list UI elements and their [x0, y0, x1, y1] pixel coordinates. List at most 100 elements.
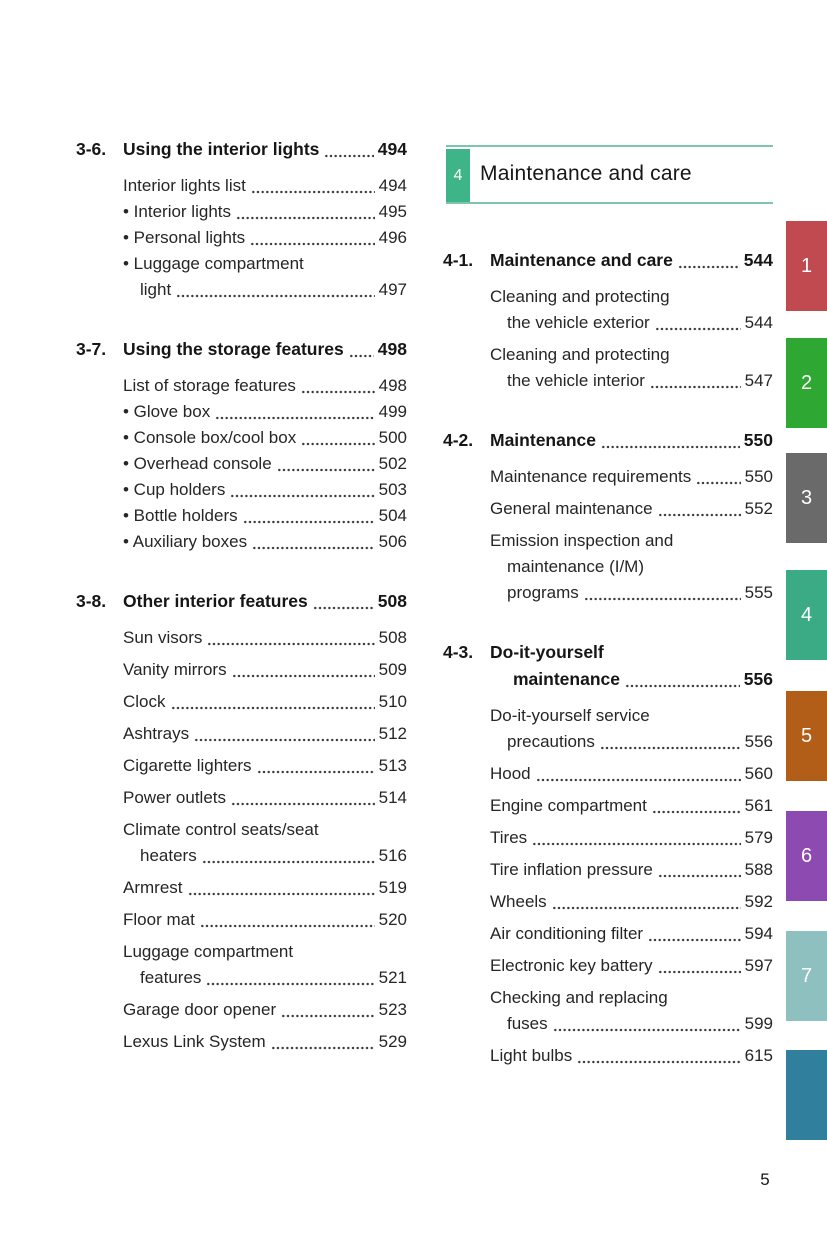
dot-leader	[348, 354, 374, 358]
side-tab-7: 7	[786, 931, 827, 1021]
toc-item-list: Interior lights list 494 • Interior lights…	[76, 173, 407, 303]
toc-entry-line: Lexus Link System 529	[123, 1029, 407, 1055]
toc-entry: Climate control seats/seat heaters 516	[123, 817, 407, 869]
toc-entry-line: Armrest 519	[123, 875, 407, 901]
toc-entry-line: programs 555	[490, 580, 773, 606]
toc-entry-text: Vanity mirrors	[123, 660, 227, 679]
side-tab-2: 2	[786, 338, 827, 428]
page-ref: 552	[744, 499, 773, 518]
page-ref: 495	[378, 202, 407, 221]
toc-section-header: 3-8. Other interior features 508	[76, 588, 407, 615]
toc-entry-text: Cigarette lighters	[123, 756, 252, 775]
toc-section: 4-1. Maintenance and care 544 Cleaning and …	[443, 247, 773, 394]
toc-entry: Wheels 592	[490, 889, 773, 915]
dot-leader	[535, 778, 741, 782]
dot-leader	[300, 390, 375, 394]
section-title: Using the storage features 498	[123, 336, 407, 363]
page-ref: 514	[378, 788, 407, 807]
side-tab-1: 1	[786, 221, 827, 311]
toc-entry-text: Luggage compartment	[123, 942, 294, 961]
dot-leader	[654, 327, 741, 331]
toc-entry-text: Armrest	[123, 878, 183, 897]
toc-entry-text: Floor mat	[123, 910, 195, 929]
toc-entry-text: Lexus Link System	[123, 1032, 266, 1051]
dot-leader	[250, 190, 375, 194]
toc-entry-text: light	[140, 280, 172, 299]
page-ref: 500	[378, 428, 407, 447]
toc-entry-text: Electronic key battery	[490, 956, 653, 975]
dot-leader	[231, 802, 375, 806]
toc-entry: Cleaning and protecting the vehicle exter…	[490, 284, 773, 336]
toc-entry-line: Checking and replacing	[490, 985, 773, 1011]
page-ref: 592	[744, 892, 773, 911]
toc-entry: General maintenance 552	[490, 496, 773, 522]
page-ref: 529	[378, 1032, 407, 1051]
page-ref: 498	[378, 376, 407, 395]
page-ref: 521	[378, 968, 407, 987]
dot-leader	[207, 642, 375, 646]
page-ref: 516	[378, 846, 407, 865]
toc-entry: List of storage features 498	[123, 373, 407, 399]
toc-entry-text: Maintenance and care	[490, 250, 673, 270]
toc-entry-line: fuses 599	[490, 1011, 773, 1037]
toc-entry-line: Air conditioning filter 594	[490, 921, 773, 947]
toc-entry-line: Electronic key battery 597	[490, 953, 773, 979]
toc-entry-line: • Glove box 499	[123, 399, 407, 425]
dot-leader	[312, 606, 374, 610]
page-ref: 504	[378, 506, 407, 525]
toc-entry-text: Interior lights list	[123, 176, 246, 195]
page-ref: 494	[378, 176, 407, 195]
toc-entry-text: Wheels	[490, 892, 547, 911]
dot-leader	[648, 938, 741, 942]
toc-section-header: 4-2. Maintenance 550	[443, 427, 773, 454]
section-number: 4-2.	[443, 430, 474, 450]
page-ref: 547	[744, 371, 773, 390]
page-ref: 509	[378, 660, 407, 679]
toc-entry-text: Sun visors	[123, 628, 203, 647]
toc-entry-text: Climate control seats/seat	[123, 820, 319, 839]
toc-entry-line: Vanity mirrors 509	[123, 657, 407, 683]
toc-entry-line: precautions 556	[490, 729, 773, 755]
page-ref: 599	[744, 1014, 773, 1033]
toc-entry-text: Light bulbs	[490, 1046, 573, 1065]
dot-leader	[649, 385, 741, 389]
toc-column-left: 3-6. Using the interior lights 494 Interior…	[76, 136, 407, 1088]
dot-leader	[532, 842, 741, 846]
toc-entry: Tires 579	[490, 825, 773, 851]
toc-entry-text: General maintenance	[490, 499, 653, 518]
dot-leader	[657, 874, 741, 878]
toc-entry-text: the vehicle interior	[507, 371, 645, 390]
page-ref: 550	[743, 430, 773, 450]
toc-entry-text: Tire inflation pressure	[490, 860, 653, 879]
toc-entry-text: precautions	[507, 732, 595, 751]
toc-entry: Cleaning and protecting the vehicle inter…	[490, 342, 773, 394]
toc-entry-text: • Cup holders	[123, 480, 226, 499]
toc-entry-text: Using the interior lights	[123, 139, 320, 159]
toc-entry-line: • Cup holders 503	[123, 477, 407, 503]
toc-entry-text: Emission inspection and	[490, 531, 674, 550]
toc-entry-line: Tire inflation pressure 588	[490, 857, 773, 883]
toc-entry: • Overhead console 502	[123, 451, 407, 477]
toc-entry-line: Maintenance requirements 550	[490, 464, 773, 490]
section-number: 4-1.	[443, 250, 474, 270]
page-ref: 512	[378, 724, 407, 743]
page-ref: 560	[744, 764, 773, 783]
toc-entry-line: • Interior lights 495	[123, 199, 407, 225]
toc-entry-line: maintenance 556	[490, 666, 773, 693]
section-title: Maintenance and care 544	[490, 247, 773, 274]
toc-entry: Interior lights list 494	[123, 173, 407, 199]
toc-entry-text: • Glove box	[123, 402, 211, 421]
toc-entry-line: Cleaning and protecting	[490, 342, 773, 368]
toc-entry-line: Sun visors 508	[123, 625, 407, 651]
toc-entry-text: Clock	[123, 692, 166, 711]
toc-section: 3-7. Using the storage features 498 List of…	[76, 336, 407, 555]
section-title: Using the interior lights 494	[123, 136, 407, 163]
toc-item-list: Maintenance requirements 550 General maint…	[443, 464, 773, 606]
toc-entry-text: Hood	[490, 764, 531, 783]
toc-item-list: Do-it-yourself service precautions 556 Hood…	[443, 703, 773, 1069]
toc-section-header: 3-7. Using the storage features 498	[76, 336, 407, 363]
chapter-banner: 4 Maintenance and care	[446, 145, 773, 204]
toc-section: 4-2. Maintenance 550 Maintenance requiremen…	[443, 427, 773, 606]
toc-entry-line: Climate control seats/seat	[123, 817, 407, 843]
